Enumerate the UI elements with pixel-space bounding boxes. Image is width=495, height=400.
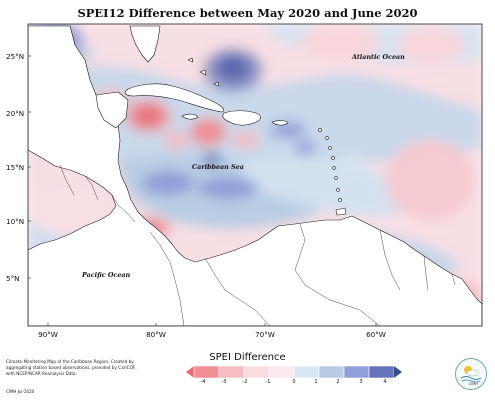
country-borders xyxy=(59,164,456,326)
lon-label-80w: 80°W xyxy=(146,330,166,339)
legend-tick: -2 xyxy=(242,379,248,385)
legend-tick: 3 xyxy=(359,379,363,385)
cimh-logo xyxy=(455,358,487,390)
lon-label-90w: 90°W xyxy=(38,330,58,339)
legend-tick: 4 xyxy=(383,379,387,385)
legend-tick: -4 xyxy=(200,379,206,385)
legend-tick: 1 xyxy=(314,379,318,385)
legend-tick: 2 xyxy=(336,379,340,385)
lat-label-5: 5°N xyxy=(6,274,20,283)
footer-note: Climate Monitoring Map of the Caribbean … xyxy=(6,359,137,376)
lat-label-20: 20°N xyxy=(6,109,25,118)
axis-ticks xyxy=(28,55,377,326)
lat-label-25: 25°N xyxy=(6,52,25,61)
legend-bar xyxy=(186,365,402,379)
footer-credit: CIMH Jul-2020 xyxy=(6,389,35,394)
legend-tick: -1 xyxy=(265,379,271,385)
land-masses xyxy=(28,25,482,326)
lon-label-60w: 60°W xyxy=(366,330,386,339)
map-title: SPEI12 Difference between May 2020 and J… xyxy=(77,6,418,20)
lat-label-15: 15°N xyxy=(6,163,25,172)
lat-label-10: 10°N xyxy=(6,217,25,226)
legend-tick: -3 xyxy=(221,379,227,385)
label-caribbean-sea: Caribbean Sea xyxy=(192,163,244,171)
legend-title: SPEI Difference xyxy=(209,352,286,363)
logo-text: CIMH xyxy=(468,382,478,386)
lon-label-70w: 70°W xyxy=(255,330,275,339)
legend-tick: 0 xyxy=(292,379,296,385)
label-pacific-ocean: Pacific Ocean xyxy=(82,271,131,279)
sun-cloud-icon xyxy=(460,366,482,383)
map-frame xyxy=(27,23,483,327)
label-atlantic-ocean: Atlantic Ocean xyxy=(352,53,405,61)
